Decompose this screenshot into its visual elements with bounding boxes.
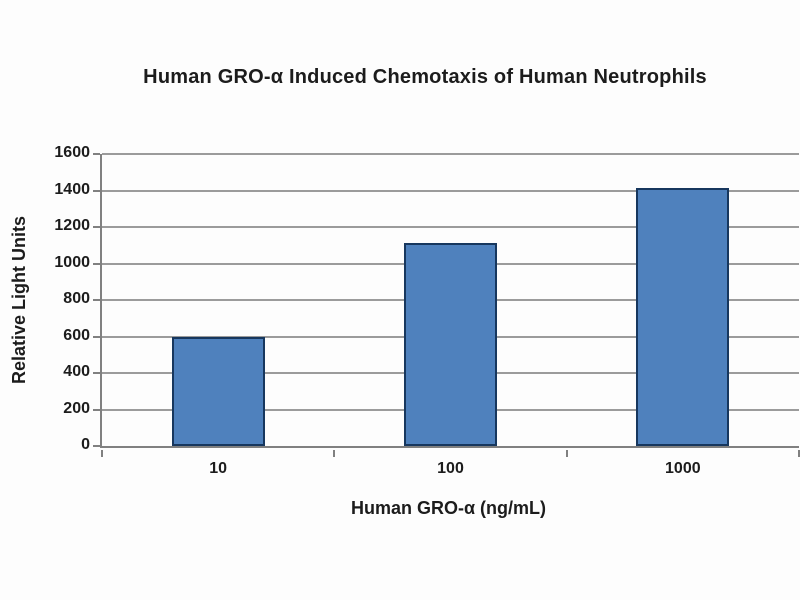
x-tick-label: 1000 xyxy=(665,460,701,477)
y-tick-label: 1000 xyxy=(54,253,90,271)
x-axis-tick xyxy=(565,450,568,457)
y-axis-tick xyxy=(93,445,100,447)
y-axis-tick xyxy=(93,372,100,374)
bar-100 xyxy=(404,242,497,446)
x-tick-label: 100 xyxy=(437,460,464,477)
bar-1000 xyxy=(636,187,730,446)
x-axis-tick xyxy=(333,450,336,457)
x-axis-tick xyxy=(101,450,103,457)
y-axis-tick xyxy=(93,262,100,265)
y-tick-label: 0 xyxy=(81,436,90,453)
y-axis-tick xyxy=(93,299,100,301)
plot-area: 0 200 400 600 800 1000 1200 1400 1600 10 100 1000 xyxy=(54,144,800,477)
y-tick-label: 1400 xyxy=(54,180,90,198)
y-tick-label: 1600 xyxy=(54,144,90,161)
y-axis-tick xyxy=(93,408,100,411)
y-axis-tick xyxy=(93,226,100,228)
y-tick-label: 200 xyxy=(63,399,90,417)
x-tick-label: 10 xyxy=(209,460,228,477)
y-axis-tick xyxy=(93,335,100,338)
y-axis-tick xyxy=(93,189,100,192)
chart-title: Human GRO-α Induced Chemotaxis of Human … xyxy=(143,66,707,88)
x-axis-tick xyxy=(798,450,800,457)
y-tick-label: 800 xyxy=(63,290,90,307)
y-tick-label: 400 xyxy=(63,363,90,380)
bar-10 xyxy=(171,336,265,446)
y-gridline xyxy=(102,189,799,192)
y-tick-label: 600 xyxy=(63,326,90,344)
y-axis-title: Relative Light Units xyxy=(9,215,29,385)
y-gridline xyxy=(102,153,799,155)
y-gridline xyxy=(102,226,799,228)
x-axis-title: Human GRO-α (ng/mL) xyxy=(350,498,547,518)
y-tick-label: 1200 xyxy=(54,217,90,234)
y-axis-tick xyxy=(93,153,100,155)
